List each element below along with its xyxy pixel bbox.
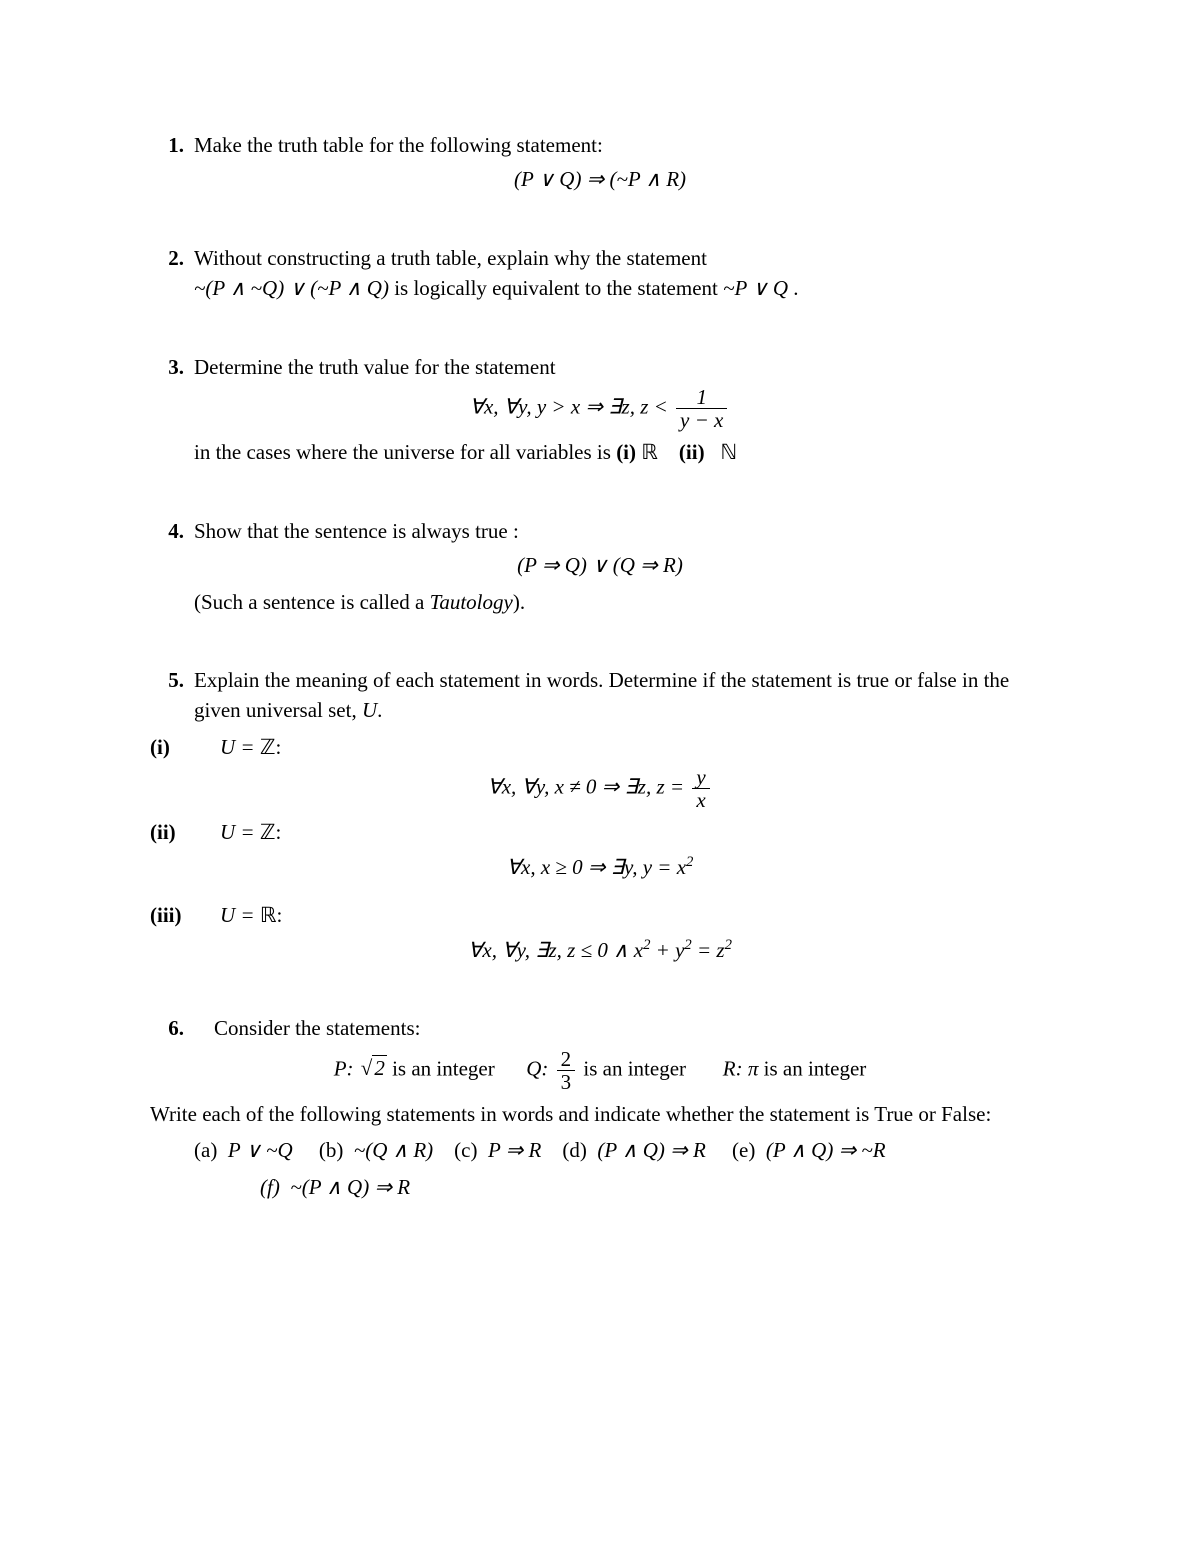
part-e-label: (e): [732, 1138, 755, 1162]
colon: :: [276, 903, 282, 927]
sub-label: (ii): [150, 817, 220, 847]
problem-6: 6. Consider the statements: P: √2 is an …: [150, 1013, 1050, 1202]
u-eq-prefix: U =: [220, 820, 260, 844]
set: ℝ: [260, 903, 277, 927]
formula: (P ∨ Q) ⇒ (~P ∧ R): [150, 164, 1050, 194]
formula-tail: ~P ∨ Q: [723, 276, 788, 300]
text-cases: in the cases where the universe for all …: [194, 440, 616, 464]
problem-4: 4. Show that the sentence is always true…: [150, 516, 1050, 617]
sqrt-arg: 2: [372, 1055, 387, 1080]
opt-ii-label: (ii): [679, 440, 705, 464]
statements-pqr: P: √2 is an integer Q: 23 is an integer …: [150, 1048, 1050, 1093]
problem-number: 2.: [150, 243, 184, 273]
part-f-label: (f): [260, 1175, 280, 1199]
part-e-formula: (P ∧ Q) ⇒ ~R: [766, 1138, 886, 1162]
opt-ii-set: ℕ: [720, 440, 737, 464]
formula: ∀x, ∀y, y > x ⇒ ∃z, z < 1 y − x: [150, 386, 1050, 431]
problem-text: Consider the statements:: [194, 1013, 1050, 1043]
set: ℤ: [260, 820, 276, 844]
u-eq: U =: [220, 903, 260, 927]
problem-line-2: ~(P ∧ ~Q) ∨ (~P ∧ Q) is logically equiva…: [150, 273, 1050, 303]
u-eq-prefix: U =: [220, 903, 260, 927]
part-f-formula: ~(P ∧ Q) ⇒ R: [290, 1175, 410, 1199]
subpart-iii: (iii) U = ℝ:: [150, 900, 1050, 930]
part-a-formula: P ∨ ~Q: [228, 1138, 293, 1162]
opt-i-label: (i): [616, 440, 636, 464]
problem-text: Without constructing a truth table, expl…: [194, 243, 1050, 273]
problem-5: 5. Explain the meaning of each statement…: [150, 665, 1050, 965]
sub-label: (iii): [150, 900, 220, 930]
problem-text: Determine the truth value for the statem…: [194, 352, 1050, 382]
formula-i: ∀x, ∀y, x ≠ 0 ⇒ ∃z, z = y x: [150, 766, 1050, 811]
problem-3: 3. Determine the truth value for the sta…: [150, 352, 1050, 468]
frac-bot: x: [692, 789, 709, 811]
formula-iii: ∀x, ∀y, ∃z, z ≤ 0 ∧ x2 + y2 = z2: [150, 935, 1050, 965]
r-tail: is an integer: [758, 1056, 866, 1080]
formula-ii: ∀x, x ≥ 0 ⇒ ∃y, y = x2: [150, 852, 1050, 882]
q-label: Q:: [526, 1056, 553, 1080]
text-mid: is logically equivalent to the statement: [394, 276, 723, 300]
u-eq: U =: [220, 735, 260, 759]
part-b-label: (b): [319, 1138, 344, 1162]
tautology-word: Tautology: [430, 590, 513, 614]
problem-text: Explain the meaning of each statement in…: [194, 665, 1050, 726]
problem-line-2: in the cases where the universe for all …: [150, 437, 1050, 467]
part-d-formula: (P ∧ Q) ⇒ R: [597, 1138, 705, 1162]
sub-label: (i): [150, 732, 220, 762]
problem-number: 6.: [150, 1013, 184, 1043]
problem-text-main: Explain the meaning of each statement in…: [194, 668, 1009, 722]
text-b: ).: [513, 590, 525, 614]
problem-text: Make the truth table for the following s…: [194, 130, 1050, 160]
part-c-formula: P ⇒ R: [488, 1138, 541, 1162]
problem-1: 1. Make the truth table for the followin…: [150, 130, 1050, 195]
r-label: R:: [723, 1056, 748, 1080]
frac-bot: y − x: [676, 409, 727, 431]
sub-content: U = ℤ:: [220, 732, 1050, 762]
part-d-label: (d): [562, 1138, 587, 1162]
r-var: π: [748, 1056, 759, 1080]
instruction: Write each of the following statements i…: [150, 1099, 1050, 1129]
subpart-i: (i) U = ℤ:: [150, 732, 1050, 762]
problem-text: Show that the sentence is always true :: [194, 516, 1050, 546]
set: ℤ: [260, 735, 276, 759]
p-label: P:: [334, 1056, 359, 1080]
problem-2: 2. Without constructing a truth table, e…: [150, 243, 1050, 304]
period: .: [377, 698, 382, 722]
u-eq-prefix: U =: [220, 735, 260, 759]
problem-number: 5.: [150, 665, 184, 726]
subpart-ii: (ii) U = ℤ:: [150, 817, 1050, 847]
part-c-label: (c): [454, 1138, 477, 1162]
parts-line-1: (a) P ∨ ~Q (b) ~(Q ∧ R) (c) P ⇒ R (d) (P…: [150, 1135, 1050, 1165]
p-tail: is an integer: [387, 1056, 495, 1080]
parts-line-2: (f) ~(P ∧ Q) ⇒ R: [150, 1172, 1050, 1202]
problem-number: 1.: [150, 130, 184, 160]
formula: (P ⇒ Q) ∨ (Q ⇒ R): [150, 550, 1050, 580]
sub-content: U = ℝ:: [220, 900, 1050, 930]
frac-top: 1: [676, 386, 727, 409]
q-frac-bot: 3: [557, 1071, 576, 1093]
u-eq: U =: [220, 820, 260, 844]
page: 1. Make the truth table for the followin…: [0, 0, 1200, 1553]
u-var: U: [362, 698, 377, 722]
problem-line-2: (Such a sentence is called a Tautology).: [150, 587, 1050, 617]
formula-inline: ~(P ∧ ~Q) ∨ (~P ∧ Q): [194, 276, 389, 300]
part-a-label: (a): [194, 1138, 217, 1162]
text-a: (Such a sentence is called a: [194, 590, 430, 614]
frac-top: y: [692, 766, 709, 789]
opt-i-set: ℝ: [641, 440, 658, 464]
q-frac-top: 2: [557, 1048, 576, 1071]
part-b-formula: ~(Q ∧ R): [354, 1138, 433, 1162]
period: .: [788, 276, 799, 300]
problem-number: 3.: [150, 352, 184, 382]
colon: :: [275, 735, 281, 759]
q-tail: is an integer: [578, 1056, 686, 1080]
problem-number: 4.: [150, 516, 184, 546]
sub-content: U = ℤ:: [220, 817, 1050, 847]
colon: :: [275, 820, 281, 844]
